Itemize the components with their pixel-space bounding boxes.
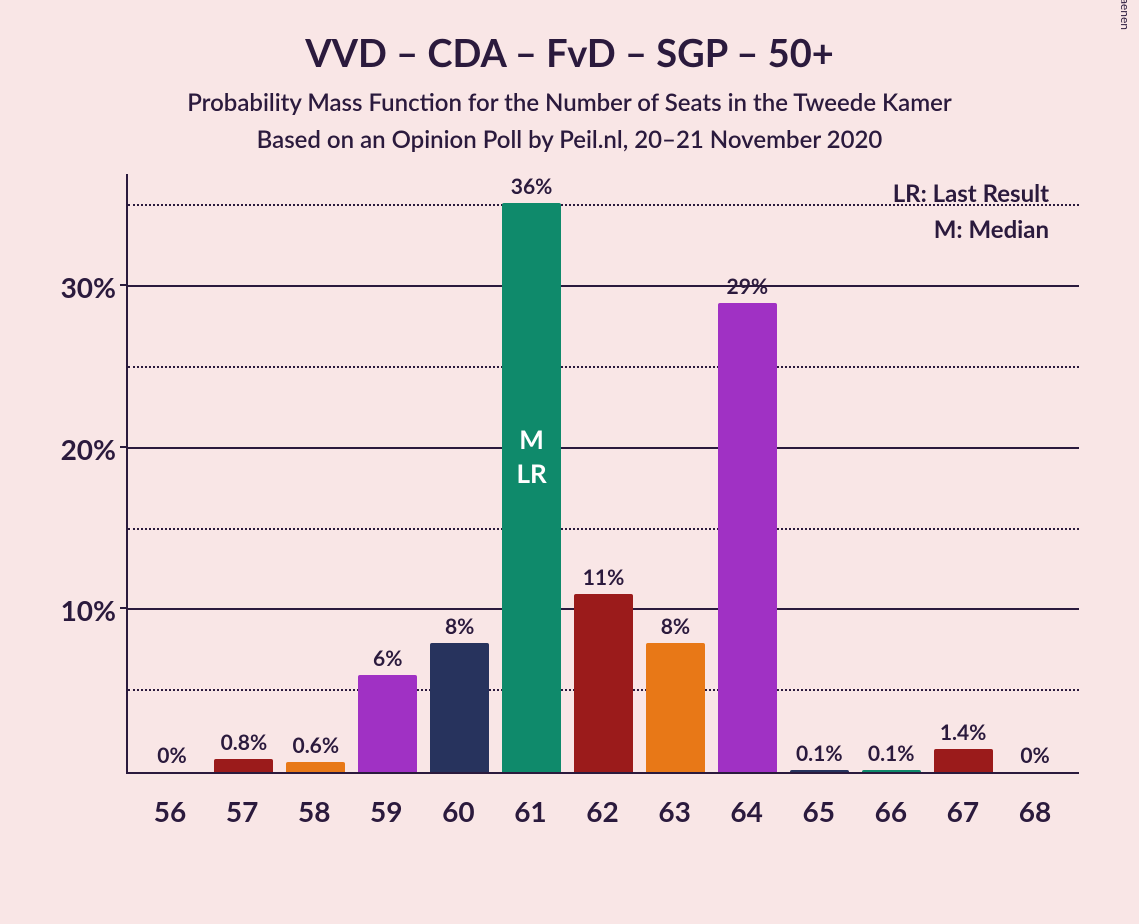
y-tick bbox=[120, 446, 128, 448]
y-tick bbox=[120, 607, 128, 609]
bar-value-label: 29% bbox=[727, 274, 769, 299]
bar-slot: 0.8% bbox=[208, 174, 280, 772]
bar-value-label: 0.1% bbox=[796, 741, 843, 766]
y-axis-label: 10% bbox=[61, 593, 116, 627]
bar-value-label: 6% bbox=[373, 646, 402, 671]
bar-slot: 0.1% bbox=[783, 174, 855, 772]
copyright-text: © 2021 Filip van Laenen bbox=[1118, 0, 1133, 30]
x-axis-label: 65 bbox=[783, 784, 855, 824]
bars-group: 0% 0.8% 0.6% 6% 8% 36% MLR 11% 8% 29% 0.1% 0.1% 1.4%… bbox=[128, 174, 1079, 772]
bar bbox=[286, 762, 345, 772]
bar-slot: 0% bbox=[136, 174, 208, 772]
x-axis-label: 56 bbox=[134, 784, 206, 824]
x-axis-labels: 56575859606162636465666768 bbox=[126, 784, 1079, 824]
chart-subtitle-2: Based on an Opinion Poll by Peil.nl, 20–… bbox=[40, 125, 1099, 154]
bar-slot: 0.6% bbox=[280, 174, 352, 772]
y-axis-label: 30% bbox=[61, 270, 116, 304]
x-axis-label: 63 bbox=[639, 784, 711, 824]
bar bbox=[718, 303, 777, 772]
bar-slot: 8% bbox=[424, 174, 496, 772]
bar-value-label: 1.4% bbox=[940, 720, 987, 745]
bar-slot: 0% bbox=[999, 174, 1071, 772]
bar: MLR bbox=[502, 203, 561, 772]
y-tick bbox=[120, 284, 128, 286]
x-axis-label: 62 bbox=[566, 784, 638, 824]
bar-value-label: 0% bbox=[157, 743, 186, 768]
x-axis-label: 64 bbox=[711, 784, 783, 824]
bar-slot: 6% bbox=[352, 174, 424, 772]
x-axis-label: 60 bbox=[422, 784, 494, 824]
chart-subtitle-1: Probability Mass Function for the Number… bbox=[40, 88, 1099, 117]
chart-container: VVD – CDA – FvD – SGP – 50+ Probability … bbox=[0, 0, 1139, 924]
bar bbox=[358, 675, 417, 772]
bar bbox=[862, 770, 921, 772]
bar-value-label: 11% bbox=[583, 565, 625, 590]
bar-slot: 29% bbox=[711, 174, 783, 772]
bar-value-label: 8% bbox=[661, 614, 690, 639]
bar-slot: 8% bbox=[639, 174, 711, 772]
bar bbox=[934, 749, 993, 772]
x-axis-label: 59 bbox=[350, 784, 422, 824]
bar-value-label: 0.6% bbox=[293, 733, 340, 758]
bar-value-label: 0% bbox=[1020, 743, 1049, 768]
bar-slot: 0.1% bbox=[855, 174, 927, 772]
x-axis-label: 67 bbox=[927, 784, 999, 824]
x-axis-label: 61 bbox=[494, 784, 566, 824]
bar-slot: 11% bbox=[568, 174, 640, 772]
plot-area: LR: Last Result M: Median 10%20%30% 0%0.… bbox=[126, 174, 1079, 824]
x-axis-label: 66 bbox=[855, 784, 927, 824]
x-axis-label: 68 bbox=[999, 784, 1071, 824]
bar-slot: 36% MLR bbox=[496, 174, 568, 772]
bar bbox=[790, 770, 849, 772]
bar-value-label: 0.1% bbox=[868, 741, 915, 766]
chart-title: VVD – CDA – FvD – SGP – 50+ bbox=[40, 30, 1099, 76]
bar-value-label: 36% bbox=[511, 174, 553, 199]
bar-value-label: 8% bbox=[445, 614, 474, 639]
bar bbox=[646, 643, 705, 772]
y-axis-label: 20% bbox=[61, 432, 116, 466]
x-axis-label: 58 bbox=[278, 784, 350, 824]
bar-value-label: 0.8% bbox=[221, 730, 268, 755]
bar bbox=[430, 643, 489, 772]
plot-inner: LR: Last Result M: Median 10%20%30% 0%0.… bbox=[126, 174, 1079, 774]
bar bbox=[214, 759, 273, 772]
bar bbox=[574, 594, 633, 772]
x-axis-label: 57 bbox=[206, 784, 278, 824]
bar-slot: 1.4% bbox=[927, 174, 999, 772]
bar-median-marker: MLR bbox=[502, 203, 561, 491]
